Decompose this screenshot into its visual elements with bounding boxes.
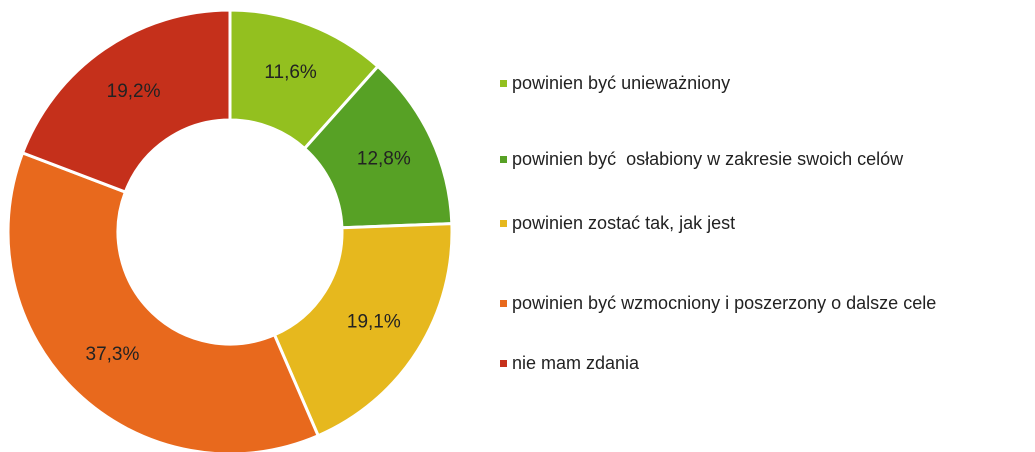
slice bbox=[6, 150, 321, 452]
legend-swatch bbox=[500, 300, 507, 307]
legend-swatch bbox=[500, 220, 507, 227]
legend-swatch bbox=[500, 156, 507, 163]
legend-item: powinien być unieważniony bbox=[500, 72, 1030, 94]
legend-label: powinien być wzmocniony i poszerzony o d… bbox=[512, 293, 937, 313]
legend-label: nie mam zdania bbox=[512, 353, 640, 373]
legend-label: powinien zostać tak, jak jest bbox=[512, 213, 736, 233]
data-label: 12,8% bbox=[357, 149, 411, 170]
legend-label: powinien być osłabiony w zakresie swoich… bbox=[512, 149, 904, 169]
data-label: 19,2% bbox=[107, 81, 161, 102]
legend-swatch bbox=[500, 360, 507, 367]
data-label: 19,1% bbox=[347, 312, 401, 333]
legend-item: powinien zostać tak, jak jest bbox=[500, 212, 1030, 234]
legend-item: nie mam zdania bbox=[500, 352, 1030, 374]
data-label: 37,3% bbox=[86, 344, 140, 365]
legend-label: powinien być unieważniony bbox=[512, 73, 731, 93]
slice bbox=[272, 222, 454, 438]
slice bbox=[20, 8, 232, 195]
legend-swatch bbox=[500, 80, 507, 87]
legend-item: powinien być wzmocniony i poszerzony o d… bbox=[500, 292, 1030, 314]
data-label: 11,6% bbox=[264, 62, 317, 83]
legend-item: powinien być osłabiony w zakresie swoich… bbox=[500, 148, 1030, 170]
